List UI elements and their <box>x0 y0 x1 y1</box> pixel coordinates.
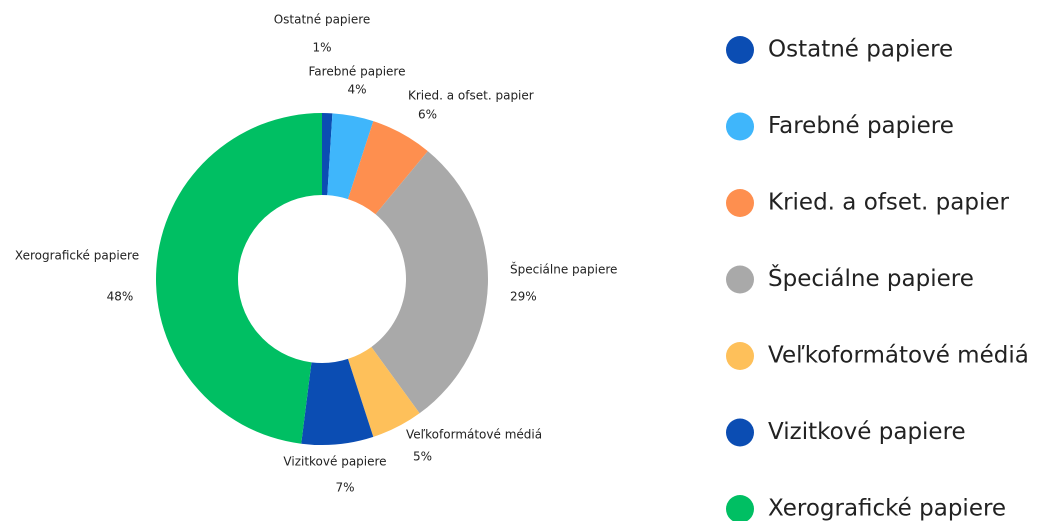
slice-label: Ostatné papiere <box>274 13 371 27</box>
donut-slice <box>301 358 374 446</box>
legend-label: Xerografické papiere <box>768 496 1006 521</box>
donut-slice <box>322 113 333 196</box>
slice-label: Veľkoformátové médiá <box>406 428 542 442</box>
slice-value-label: 48% <box>107 290 134 304</box>
donut-slice <box>156 113 322 444</box>
legend-marker <box>726 495 754 521</box>
slice-label: Xerografické papiere <box>15 249 139 263</box>
legend-label: Vizitkové papiere <box>768 419 966 445</box>
legend-label: Farebné papiere <box>768 113 954 139</box>
legend-label: Ostatné papiere <box>768 37 953 63</box>
slice-label: Špeciálne papiere <box>510 262 617 277</box>
donut-slice <box>347 346 420 437</box>
donut-slice <box>347 121 428 215</box>
legend-label: Veľkoformátové médiá <box>768 343 1029 369</box>
donut-slice <box>371 151 488 414</box>
legend-label: Špeciálne papiere <box>768 264 974 292</box>
legend-marker <box>726 189 754 217</box>
legend-marker <box>726 112 754 141</box>
legend-marker <box>726 342 754 370</box>
legend-label: Kried. a ofset. papier <box>768 190 1009 216</box>
legend-marker <box>726 265 754 294</box>
slice-label: Farebné papiere <box>309 65 406 79</box>
legend-marker <box>726 36 754 64</box>
slice-value-label: 7% <box>335 481 354 495</box>
donut-slice <box>327 113 374 200</box>
slice-value-label: 1% <box>312 41 331 55</box>
slice-label: Vizitkové papiere <box>283 455 386 469</box>
slice-value-label: 29% <box>510 290 537 304</box>
slice-value-label: 6% <box>418 108 437 122</box>
slice-label: Kried. a ofset. papier <box>408 89 534 103</box>
slice-value-label: 4% <box>347 83 366 97</box>
legend-marker <box>726 418 754 447</box>
slice-value-label: 5% <box>413 450 432 464</box>
